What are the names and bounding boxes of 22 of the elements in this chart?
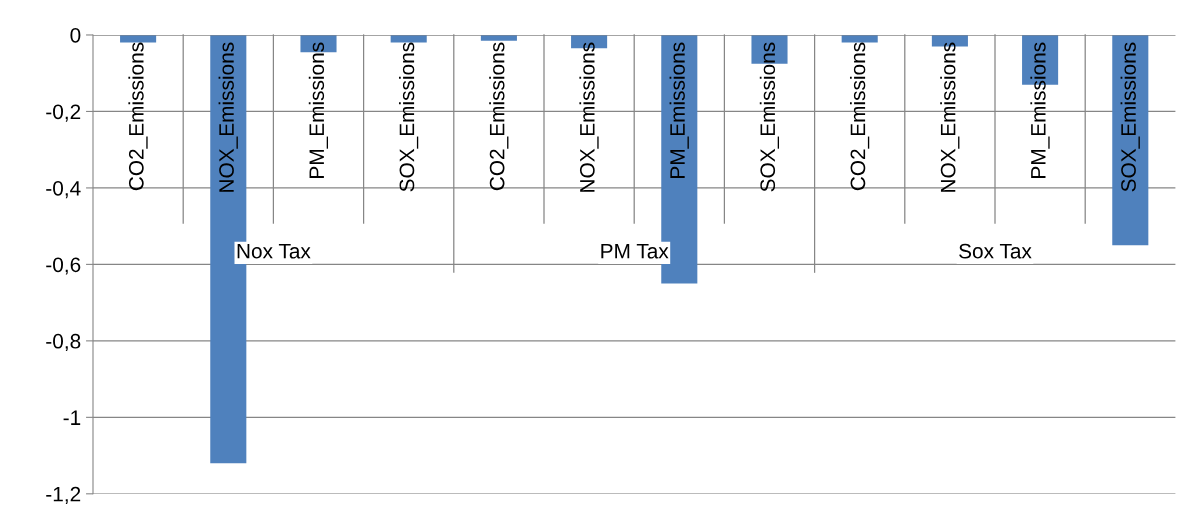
x-tick-label: SOX_Emissions (398, 42, 419, 192)
y-tick-label: -0,8 (46, 333, 81, 352)
x-tick-label: CO2_Emissions (128, 42, 148, 191)
x-tick-label: SOX_Emissions (759, 42, 780, 192)
x-tick-label: PM_Emissions (669, 42, 689, 178)
x-tick-label: CO2_Emissions (849, 42, 870, 191)
y-tick-label: -0,6 (46, 257, 81, 275)
y-tick-label: -0,4 (46, 180, 81, 199)
annotation: Nox Tax (237, 243, 311, 259)
annotation: PM Tax (601, 243, 669, 259)
y-tick-label: -1,2 (46, 486, 81, 505)
x-tick-label: NOX_Emissions (218, 42, 238, 192)
y-tick-label: 0 (70, 27, 81, 43)
x-tick-label: CO2_Emissions (489, 42, 509, 191)
x-tick-label: PM_Emissions (1030, 42, 1050, 178)
x-tick-label: NOX_Emissions (579, 42, 599, 192)
x-tick-label: PM_Emissions (308, 42, 329, 178)
y-tick-label: -0,2 (46, 104, 81, 122)
annotation: Sox Tax (959, 243, 1032, 259)
y-tick-label: -1 (63, 410, 81, 425)
x-tick-label: NOX_Emissions (940, 42, 960, 192)
x-tick-label: SOX_Emissions (1120, 42, 1140, 192)
